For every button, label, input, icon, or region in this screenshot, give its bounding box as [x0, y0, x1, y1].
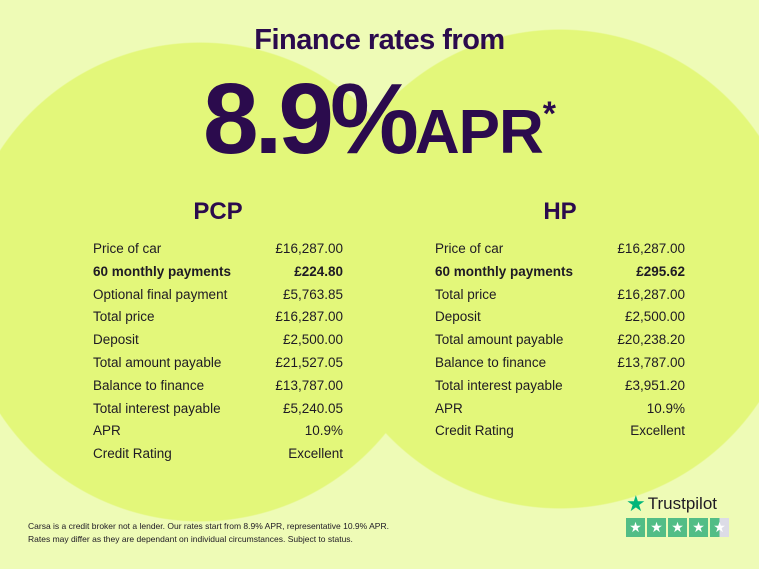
table-row: Credit Rating Excellent [93, 443, 343, 466]
table-row: 60 monthly payments £224.80 [93, 261, 343, 284]
row-value: £2,500.00 [282, 332, 343, 348]
row-value: £5,240.05 [282, 400, 343, 416]
hp-table: HP Price of car £16,287.00 60 monthly payme… [435, 198, 685, 443]
row-label: Credit Rating [93, 446, 172, 462]
row-value: £2,500.00 [624, 309, 685, 325]
table-row: Credit Rating Excellent [435, 420, 685, 443]
trustpilot-logo: ★ Trustpilot [626, 491, 729, 516]
table-row: Deposit £2,500.00 [93, 329, 343, 352]
row-label: Deposit [93, 332, 139, 348]
disclaimer-line-2: Rates may differ as they are dependant o… [28, 534, 353, 544]
pcp-table: PCP Price of car £16,287.00 60 monthly paym… [93, 198, 343, 466]
row-label: 60 monthly payments [435, 263, 574, 279]
table-row: 60 monthly payments £295.62 [435, 261, 685, 284]
row-value: £20,238.20 [617, 332, 685, 348]
row-label: APR [93, 423, 121, 439]
row-value: 10.9% [646, 400, 685, 416]
table-row: Balance to finance £13,787.00 [435, 352, 685, 375]
row-value: £16,287.00 [275, 309, 343, 325]
row-label: Balance to finance [93, 377, 205, 393]
table-row: Total interest payable £3,951.20 [435, 375, 685, 398]
trustpilot-rating: ★ ★ ★ ★ ★ [626, 518, 729, 537]
row-value: £16,287.00 [275, 241, 343, 256]
table-row: Total interest payable £5,240.05 [93, 398, 343, 421]
table-row: Price of car £16,287.00 [435, 238, 685, 261]
table-row: APR 10.9% [93, 420, 343, 443]
trustpilot-badge: ★ Trustpilot ★ ★ ★ ★ ★ [626, 491, 729, 537]
plan-title: PCP [193, 198, 243, 225]
row-label: Optional final payment [93, 286, 228, 302]
rate-asterisk: * [542, 95, 557, 133]
row-label: Deposit [435, 309, 481, 325]
disclaimer: Carsa is a credit broker not a lender. O… [28, 520, 389, 546]
table-row: Deposit £2,500.00 [435, 306, 685, 329]
table-row: Total price £16,287.00 [435, 284, 685, 307]
table-row: APR 10.9% [435, 398, 685, 421]
row-label: Total price [93, 309, 155, 325]
table-row: Optional final payment £5,763.85 [93, 284, 343, 307]
headline: Finance rates from [254, 24, 505, 56]
table-row: Balance to finance £13,787.00 [93, 375, 343, 398]
row-label: Credit Rating [435, 423, 514, 439]
row-value: £16,287.00 [617, 241, 685, 256]
row-value: £13,787.00 [617, 354, 685, 370]
row-value: 10.9% [304, 423, 343, 439]
rate-unit: APR [414, 98, 544, 167]
row-value: £5,763.85 [282, 286, 343, 302]
row-label: Price of car [93, 241, 162, 256]
rating-star-icon: ★ [626, 518, 645, 537]
row-value: £295.62 [636, 263, 685, 279]
row-value: £224.80 [294, 263, 343, 279]
table-row: Total amount payable £21,527.05 [93, 352, 343, 375]
row-label: Total amount payable [435, 332, 564, 348]
row-label: Balance to finance [435, 354, 547, 370]
rating-star-icon: ★ [710, 518, 729, 537]
row-value: Excellent [630, 423, 685, 439]
row-label: Total amount payable [93, 354, 222, 370]
rating-star-icon: ★ [647, 518, 666, 537]
table-row: Price of car £16,287.00 [93, 238, 343, 261]
row-label: Total interest payable [93, 400, 221, 416]
rate-value: 8.9% [202, 63, 419, 175]
disclaimer-line-1: Carsa is a credit broker not a lender. O… [28, 521, 389, 531]
trustpilot-star-icon: ★ [626, 491, 646, 516]
table-row: Total amount payable £20,238.20 [435, 329, 685, 352]
row-label: Total interest payable [435, 377, 563, 393]
row-label: 60 monthly payments [93, 263, 232, 279]
rating-star-icon: ★ [668, 518, 687, 537]
row-label: Total price [435, 286, 497, 302]
row-value: £16,287.00 [617, 286, 685, 302]
row-value: £21,527.05 [275, 354, 343, 370]
row-value: £3,951.20 [624, 377, 685, 393]
row-label: Price of car [435, 241, 504, 256]
plan-title: HP [543, 198, 577, 225]
rate-display: 8.9%APR* [0, 62, 759, 177]
row-label: APR [435, 400, 463, 416]
row-value: Excellent [288, 446, 343, 462]
table-row: Total price £16,287.00 [93, 306, 343, 329]
row-value: £13,787.00 [275, 377, 343, 393]
trustpilot-name: Trustpilot [647, 494, 718, 513]
rating-star-icon: ★ [689, 518, 708, 537]
